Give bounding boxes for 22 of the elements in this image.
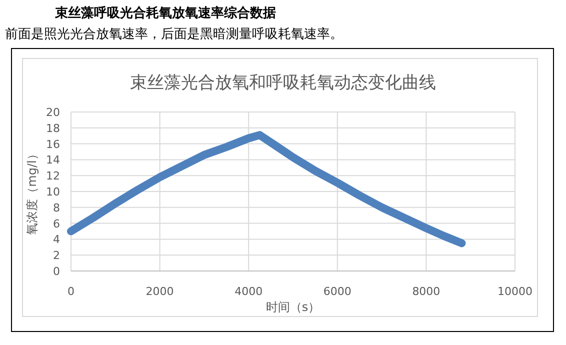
y-tick-label: 8	[53, 201, 60, 214]
y-axis-title: 氧浓度（mg/l）	[25, 148, 39, 235]
y-tick-label: 14	[46, 154, 60, 167]
y-tick-label: 18	[46, 122, 60, 135]
x-tick-label: 0	[68, 285, 74, 298]
x-tick-label: 8000	[412, 285, 440, 298]
y-tick-label: 20	[46, 106, 60, 119]
y-tick-label: 2	[53, 249, 60, 262]
y-tick-label: 4	[53, 233, 60, 246]
text: 束丝藻呼吸光合耗氧放氧速率综合数据	[54, 5, 276, 21]
x-tick-label: 6000	[323, 285, 352, 298]
y-tick-label: 10	[46, 186, 60, 198]
text: 前面是照光光合放氧速率，后面是黑暗测量呼吸耗氧速率。	[5, 26, 343, 42]
y-tick-label: 16	[46, 138, 60, 151]
y-tick-label: 12	[46, 170, 60, 183]
x-axis-title: 时间（s）	[266, 300, 320, 314]
x-tick-label: 2000	[146, 285, 174, 298]
chart-title: 束丝藻光合放氧和呼吸耗氧动态变化曲线	[130, 73, 436, 93]
x-tick-label: 4000	[234, 285, 263, 298]
x-tick-label: 10000	[498, 285, 532, 298]
y-tick-label: 6	[53, 217, 60, 230]
y-tick-label: 0	[53, 265, 60, 278]
